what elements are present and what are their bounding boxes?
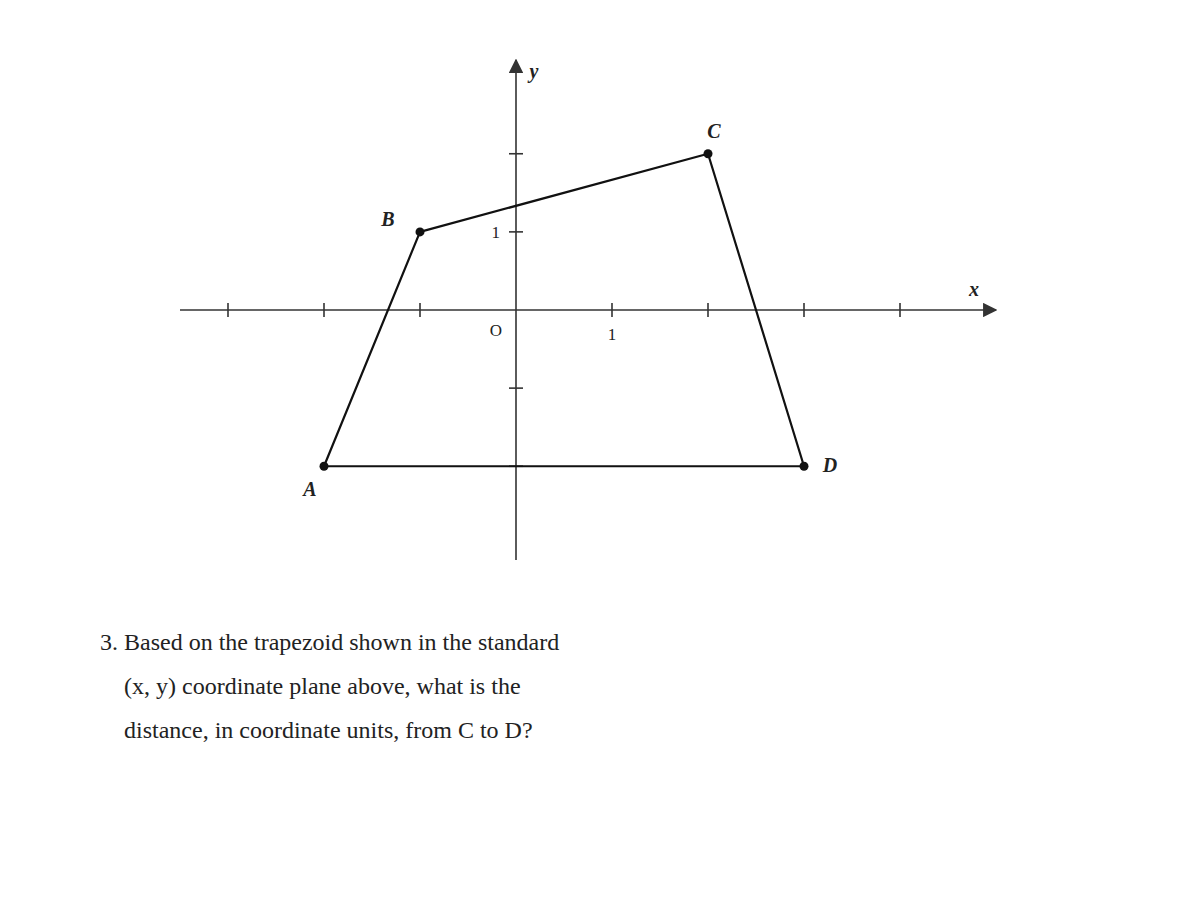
x-tick bbox=[419, 303, 421, 317]
x-axis bbox=[180, 309, 996, 311]
vertex-dot bbox=[704, 149, 713, 158]
question-text: distance, in coordinate units, from C to… bbox=[100, 717, 533, 743]
x-tick bbox=[227, 303, 229, 317]
y-axis-label: y bbox=[528, 60, 539, 83]
y-tick bbox=[509, 387, 523, 389]
y-tick bbox=[509, 231, 523, 233]
x-tick bbox=[707, 303, 709, 317]
x-tick bbox=[803, 303, 805, 317]
vertex-label: A bbox=[301, 478, 316, 500]
vertex-dot bbox=[416, 227, 425, 236]
x-axis-label: x bbox=[968, 278, 979, 300]
chart: 1 1 x y O A B C D 3. Based on the trapezoid shown… bbox=[0, 0, 1200, 900]
y-tick-label: 1 bbox=[492, 223, 501, 242]
question-text: 3. Based on the trapezoid shown in the s… bbox=[100, 629, 559, 655]
vertex-label: C bbox=[707, 120, 721, 142]
x-tick bbox=[611, 303, 613, 317]
x-tick bbox=[323, 303, 325, 317]
question-text: (x, y) coordinate plane above, what is t… bbox=[100, 673, 521, 699]
vertex-dot bbox=[800, 462, 809, 471]
vertex-label: B bbox=[380, 208, 394, 230]
origin-label: O bbox=[490, 321, 502, 340]
vertex-label: D bbox=[822, 454, 837, 476]
x-tick-label: 1 bbox=[608, 325, 617, 344]
data-group bbox=[320, 149, 809, 471]
x-tick bbox=[899, 303, 901, 317]
y-tick bbox=[509, 153, 523, 155]
y-axis bbox=[515, 60, 517, 560]
vertex-dot bbox=[320, 462, 329, 471]
trapezoid bbox=[324, 154, 804, 467]
